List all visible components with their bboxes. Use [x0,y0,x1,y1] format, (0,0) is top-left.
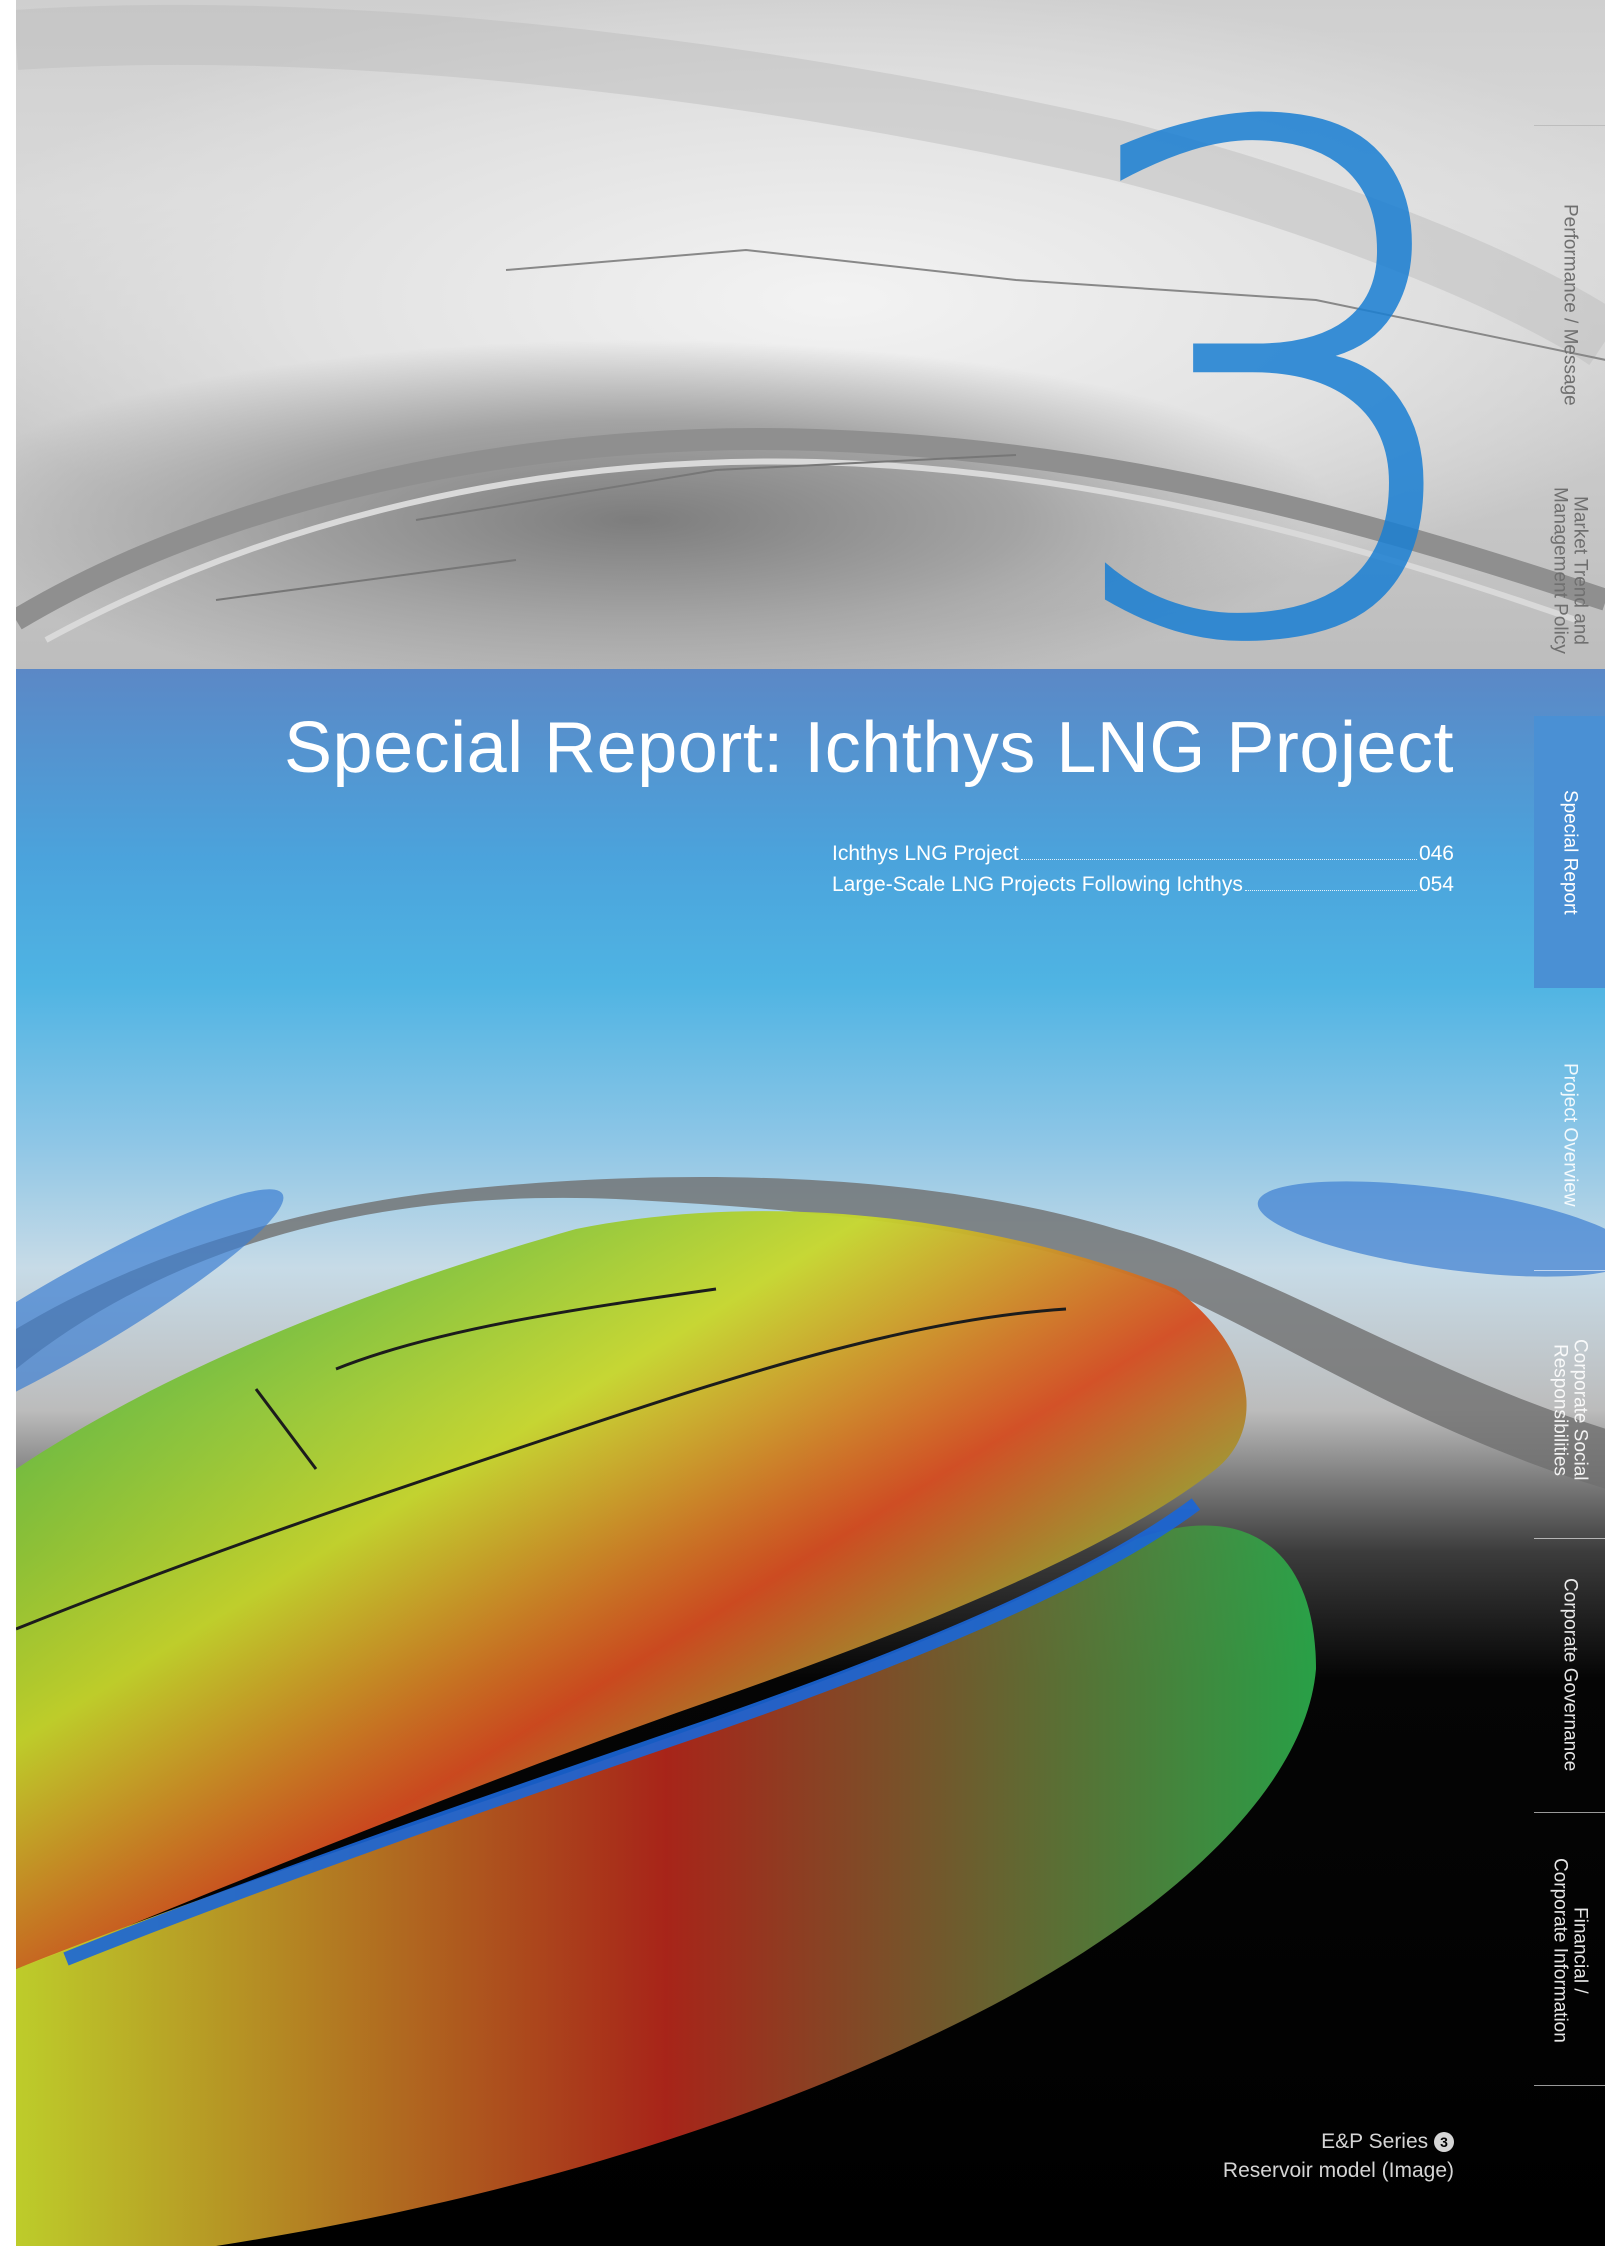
nav-divider [1534,2085,1605,2086]
toc-entry-large-scale[interactable]: Large-Scale LNG Projects Following Ichth… [832,866,1454,897]
chapter-side-nav: Performance / Message Market Trend and M… [1534,0,1605,2246]
nav-tab-label: Corporate Social Responsibilities [1549,1339,1591,1481]
toc-leader-dots [1020,859,1417,860]
nav-divider [1534,125,1605,126]
table-of-contents: Ichthys LNG Project 046 Large-Scale LNG … [832,835,1454,897]
nav-divider [1534,1812,1605,1813]
seafloor-illustration [16,4,1605,643]
image-caption: E&P Series 3 Reservoir model (Image) [1223,2127,1454,2185]
nav-divider [1534,1538,1605,1539]
nav-tab-label: Financial / Corporate Information [1549,1857,1591,2043]
caption-series-line: E&P Series 3 [1223,2127,1454,2156]
toc-leader-dots [1244,890,1417,891]
nav-tab-performance-message[interactable]: Performance / Message [1534,180,1605,430]
page-title: Special Report: Ichthys LNG Project [284,708,1454,788]
seafloor-photo-grayscale [16,0,1605,669]
nav-tab-special-report[interactable]: Special Report [1534,716,1605,988]
chapter-number: 3 [1051,0,1497,797]
page-margin [0,0,16,2246]
reservoir-model-image [16,669,1605,2246]
nav-tab-csr[interactable]: Corporate Social Responsibilities [1534,1290,1605,1530]
toc-entry-label: Ichthys LNG Project [832,842,1019,865]
nav-tab-label: Corporate Governance [1559,1578,1581,1772]
nav-tab-project-overview[interactable]: Project Overview [1534,1010,1605,1260]
series-number-badge: 3 [1434,2132,1454,2152]
nav-tab-label: Market Trend and Management Policy [1549,486,1591,654]
caption-description: Reservoir model (Image) [1222,2159,1454,2182]
reservoir-model-illustration [16,1177,1605,2246]
nav-tab-corporate-governance[interactable]: Corporate Governance [1534,1545,1605,1805]
nav-tab-label: Project Overview [1559,1063,1581,1207]
caption-series: E&P Series [1321,2130,1429,2153]
nav-tab-financial[interactable]: Financial / Corporate Information [1534,1820,1605,2080]
toc-entry-page: 054 [1418,873,1454,896]
toc-entry-page: 046 [1418,842,1454,865]
nav-tab-market-trend[interactable]: Market Trend and Management Policy [1534,450,1605,690]
nav-tab-label: Special Report [1559,789,1581,915]
nav-tab-label: Performance / Message [1559,204,1581,406]
toc-entry-ichthys[interactable]: Ichthys LNG Project 046 [832,835,1454,866]
toc-entry-label: Large-Scale LNG Projects Following Ichth… [832,873,1243,896]
nav-divider [1534,1270,1605,1271]
